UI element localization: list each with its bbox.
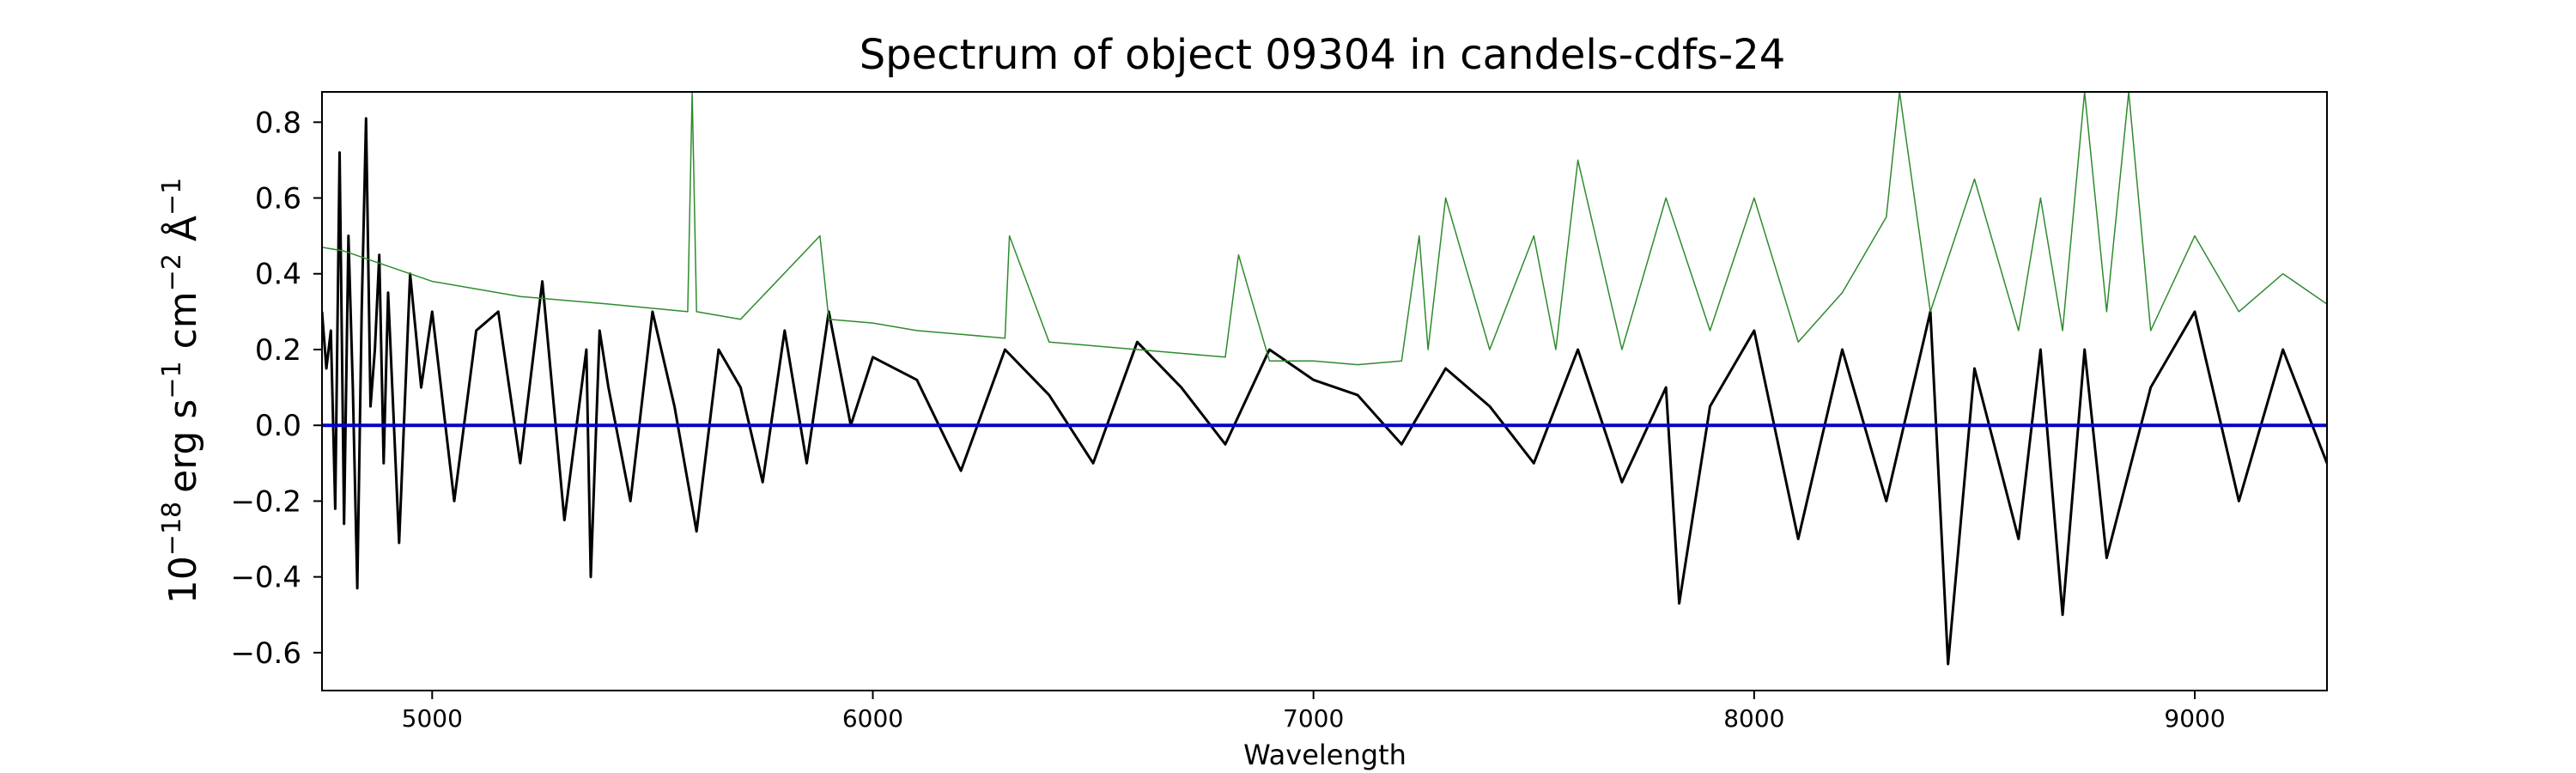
chart-title: Spectrum of object 09304 in candels-cdfs… — [860, 31, 1786, 79]
y-tick-label: −0.2 — [230, 484, 301, 519]
y-label-units: erg s — [161, 399, 205, 493]
y-tick-label: −0.6 — [230, 636, 301, 671]
y-tick-label: 0.2 — [255, 333, 301, 368]
y-label-exp-ang: −1 — [157, 178, 187, 216]
y-tick-label: 0.4 — [255, 258, 301, 292]
y-tick-label: −0.4 — [230, 561, 301, 595]
plot-frame — [321, 91, 2328, 691]
series-flux-line — [322, 117, 2327, 666]
y-label-base: 10 — [161, 556, 205, 604]
y-tick-label: 0.6 — [255, 182, 301, 216]
plot-area — [322, 92, 2327, 666]
y-label-exp-base: −18 — [157, 502, 187, 556]
y-label-cm: cm — [161, 291, 205, 361]
x-tick-label: 6000 — [842, 704, 903, 733]
y-tick-label: 0.8 — [255, 106, 301, 140]
x-tick-label: 9000 — [2164, 704, 2225, 733]
y-tick-label: 0.0 — [255, 409, 301, 443]
x-axis-label: Wavelength — [1243, 739, 1406, 771]
y-axis: −0.6 −0.4 −0.2 0.0 0.2 0.4 0.6 0.8 — [230, 106, 322, 671]
y-label-exp-cm: −2 — [157, 253, 187, 291]
x-axis: 5000 6000 7000 8000 9000 — [402, 691, 2226, 733]
y-label-ang: Å — [160, 216, 205, 253]
y-label-exp-s: −1 — [157, 361, 187, 399]
y-axis-label: 10−18erg s−1 cm−2 Å−1 — [157, 178, 205, 604]
x-tick-label: 7000 — [1283, 704, 1344, 733]
x-tick-label: 8000 — [1723, 704, 1784, 733]
series-error-line — [322, 92, 2327, 366]
x-tick-label: 5000 — [402, 704, 463, 733]
